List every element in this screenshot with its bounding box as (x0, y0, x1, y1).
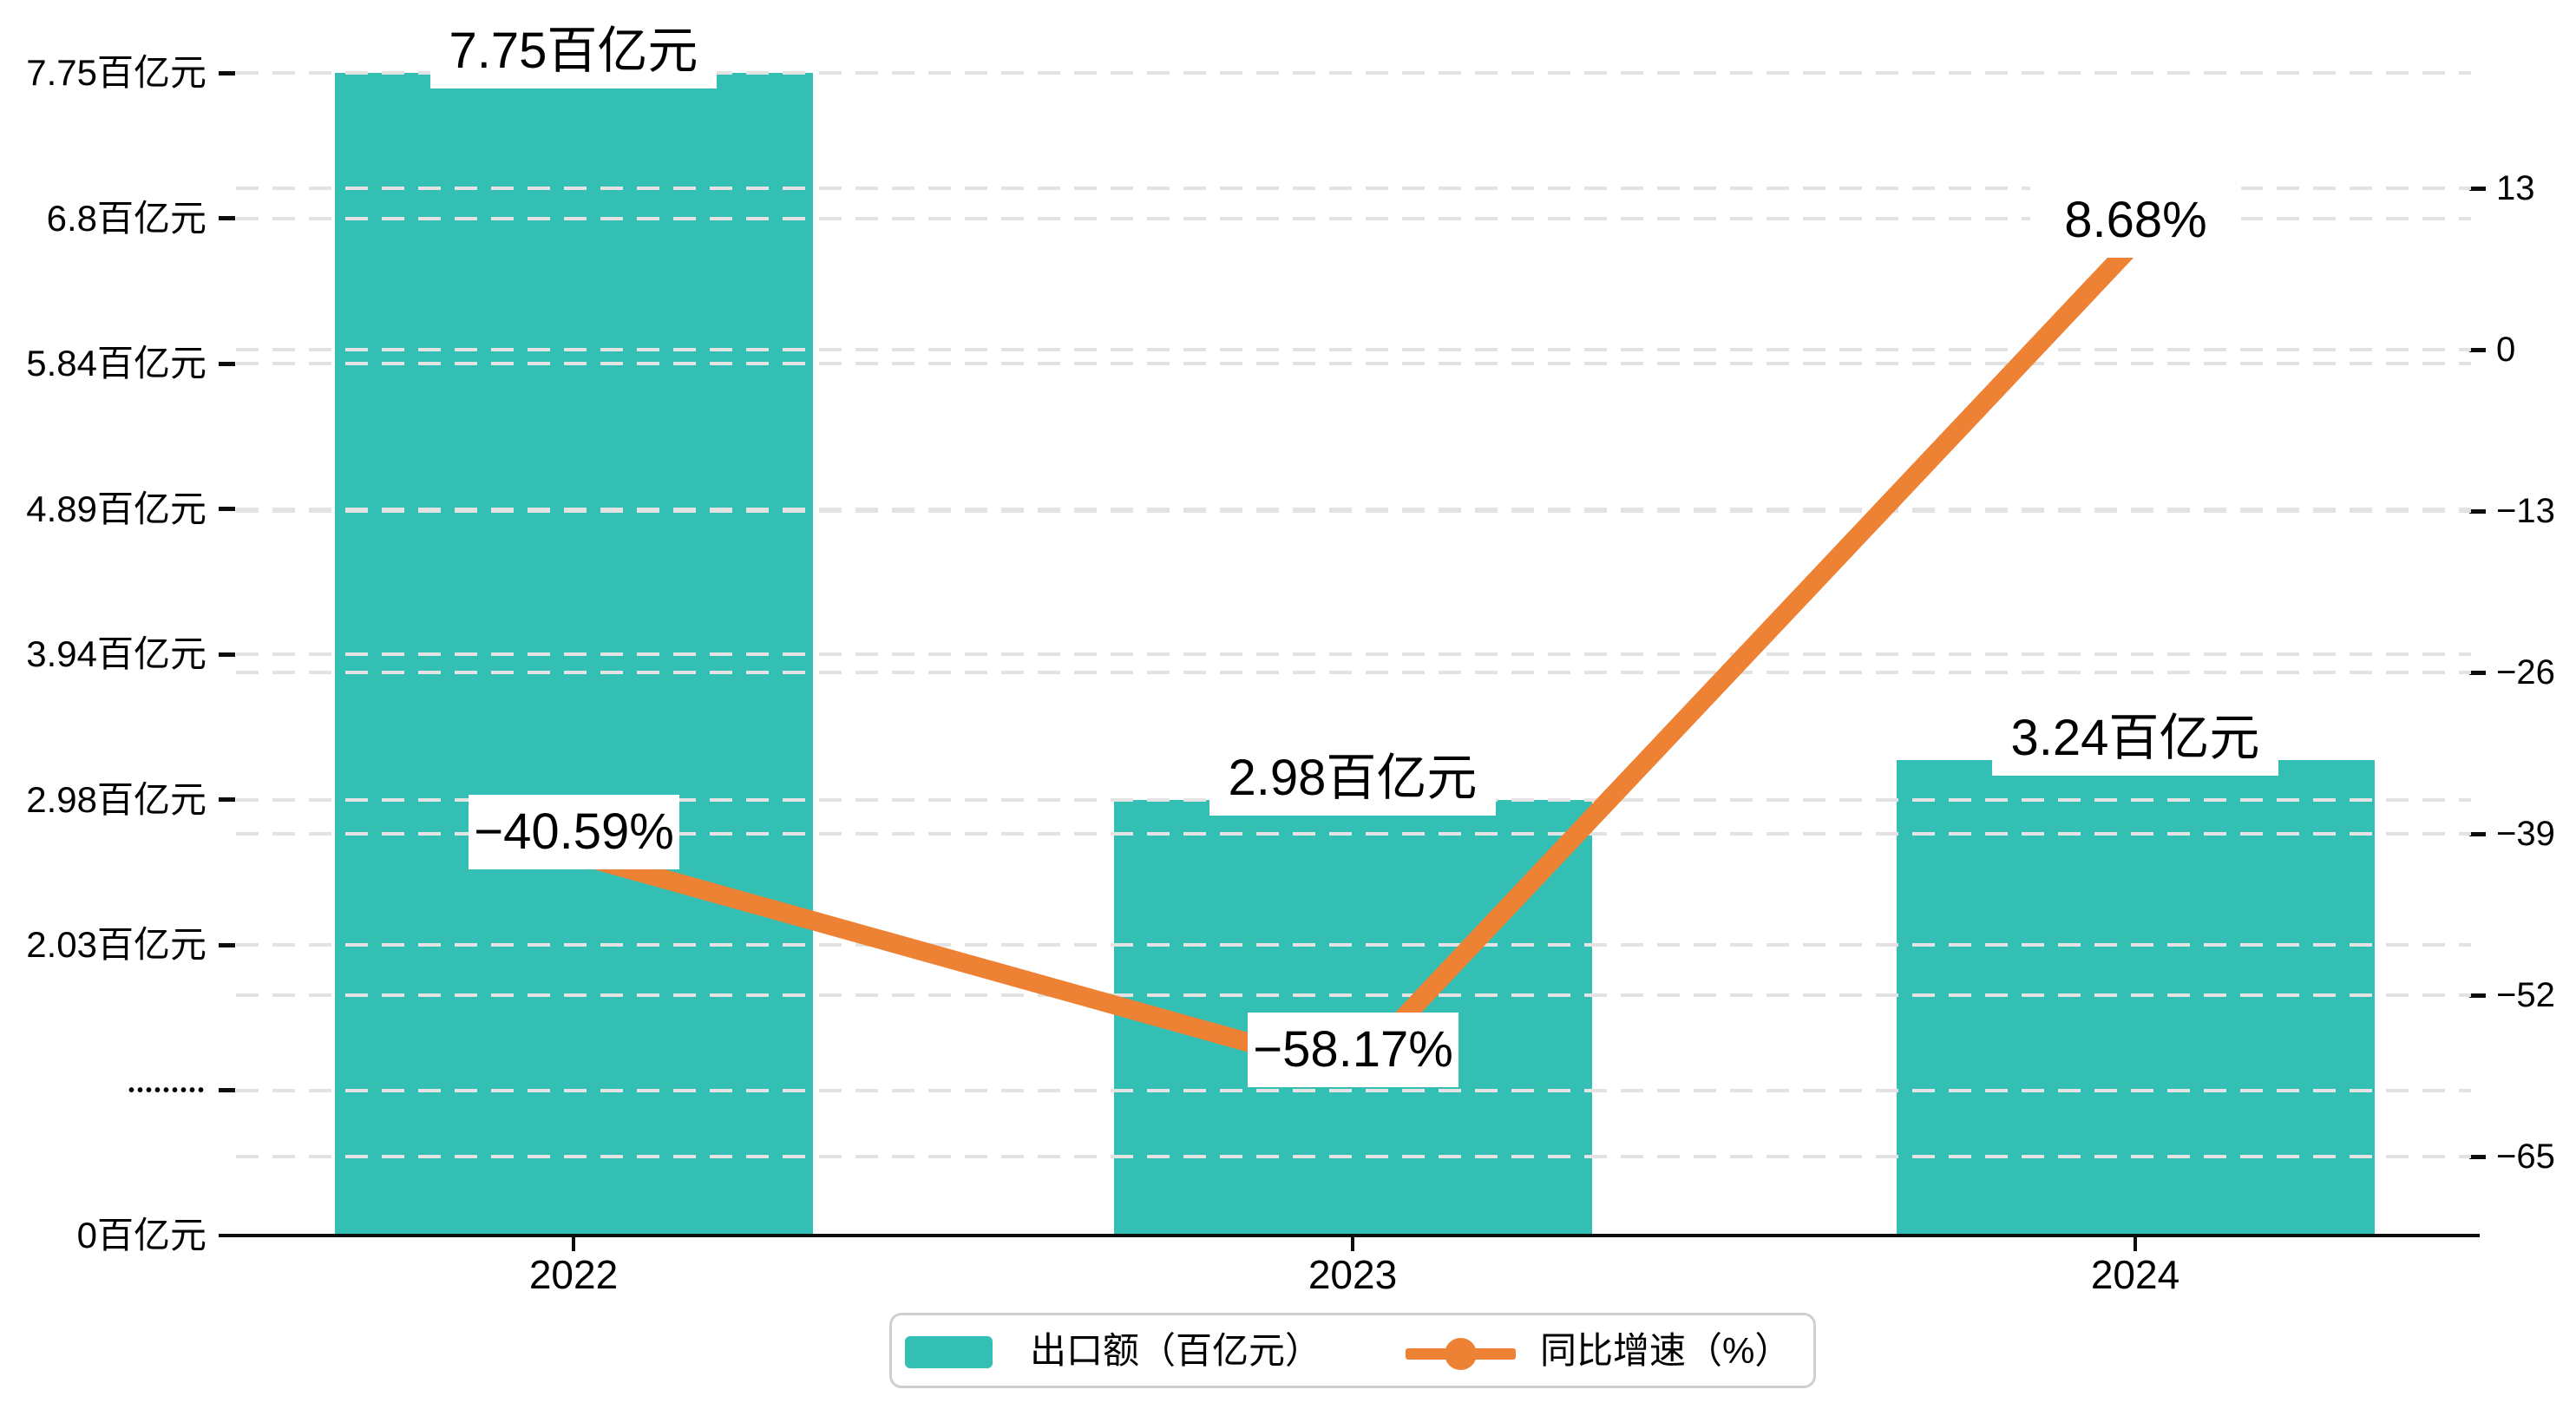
y-left-tick-mark (219, 942, 235, 947)
y-left-tick-label: 6.8百亿元 (46, 197, 206, 239)
line-point-label: 8.68% (2030, 183, 2241, 258)
x-axis-tick (1351, 1237, 1354, 1251)
gridline-right (236, 1155, 2471, 1158)
line-legend-label[interactable]: 同比增速（%） (1540, 1330, 1792, 1371)
bar-legend-swatch-icon[interactable] (905, 1336, 993, 1368)
bar-value-label: 3.24百亿元 (1992, 701, 2278, 777)
x-axis-label: 2023 (1308, 1252, 1398, 1297)
gridline-right (236, 509, 2471, 513)
gridline-left (236, 362, 2471, 365)
y-left-tick-label: 2.03百亿元 (26, 924, 206, 965)
gridline-right (236, 187, 2471, 190)
y-left-tick-mark (219, 652, 235, 657)
y-right-tick-label: −26 (2496, 653, 2555, 692)
y-left-tick-label: 4.89百亿元 (26, 488, 206, 529)
y-left-tick-mark (219, 216, 235, 220)
y-left-tick-label: ••••••••• (128, 1080, 206, 1100)
gridline-right (236, 348, 2471, 351)
x-axis-tick (572, 1237, 575, 1251)
bar-value-label: 7.75百亿元 (430, 14, 717, 88)
y-right-tick-label: −13 (2496, 492, 2555, 530)
line-point-label: −58.17% (1248, 1013, 1458, 1087)
y-right-tick-label: 13 (2496, 169, 2535, 207)
gridline-left (236, 1088, 2471, 1092)
gridline-right (236, 993, 2471, 997)
growth-line (571, 235, 2143, 1083)
x-axis-label: 2022 (528, 1252, 619, 1297)
line-point-label: −40.59% (469, 795, 679, 869)
y-left-tick-label: 2.98百亿元 (26, 778, 206, 820)
gridline-left (236, 943, 2471, 947)
gridline-left (236, 71, 2471, 75)
x-axis-tick (2134, 1237, 2137, 1251)
y-left-tick-mark (219, 1088, 235, 1092)
bar-value-label: 2.98百亿元 (1209, 740, 1496, 816)
y-right-tick-mark (2469, 670, 2486, 675)
y-right-tick-mark (2469, 508, 2486, 514)
y-right-tick-label: −39 (2496, 815, 2555, 853)
y-right-tick-label: 0 (2496, 331, 2516, 369)
y-right-tick-mark (2469, 993, 2486, 998)
bar-legend-label[interactable]: 出口额（百亿元） (1030, 1330, 1322, 1371)
y-right-tick-mark (2469, 186, 2486, 191)
y-right-tick-label: −52 (2496, 976, 2555, 1014)
gridline-left (236, 216, 2471, 220)
gridline-right (236, 671, 2471, 674)
y-left-tick-mark (219, 361, 235, 366)
gridline-right (236, 832, 2471, 836)
y-right-tick-label: −65 (2496, 1137, 2555, 1176)
line-legend-dot-icon[interactable] (1445, 1338, 1477, 1370)
x-axis-label: 2024 (2090, 1252, 2180, 1297)
y-right-tick-mark (2469, 831, 2486, 836)
gridline-left (236, 652, 2471, 656)
y-right-tick-mark (2469, 1154, 2486, 1159)
y-left-tick-label: 0百亿元 (76, 1215, 206, 1255)
y-left-tick-mark (219, 70, 235, 75)
gridline-left (236, 507, 2471, 511)
y-left-tick-label: 3.94百亿元 (26, 633, 206, 674)
y-right-tick-mark (2469, 347, 2486, 352)
y-left-tick-label: 5.84百亿元 (26, 343, 206, 384)
x-axis-line (219, 1234, 2480, 1237)
y-left-tick-label: 7.75百亿元 (26, 52, 206, 93)
y-left-tick-mark (219, 797, 235, 802)
y-left-tick-mark (219, 507, 235, 511)
legend (889, 1313, 1816, 1388)
